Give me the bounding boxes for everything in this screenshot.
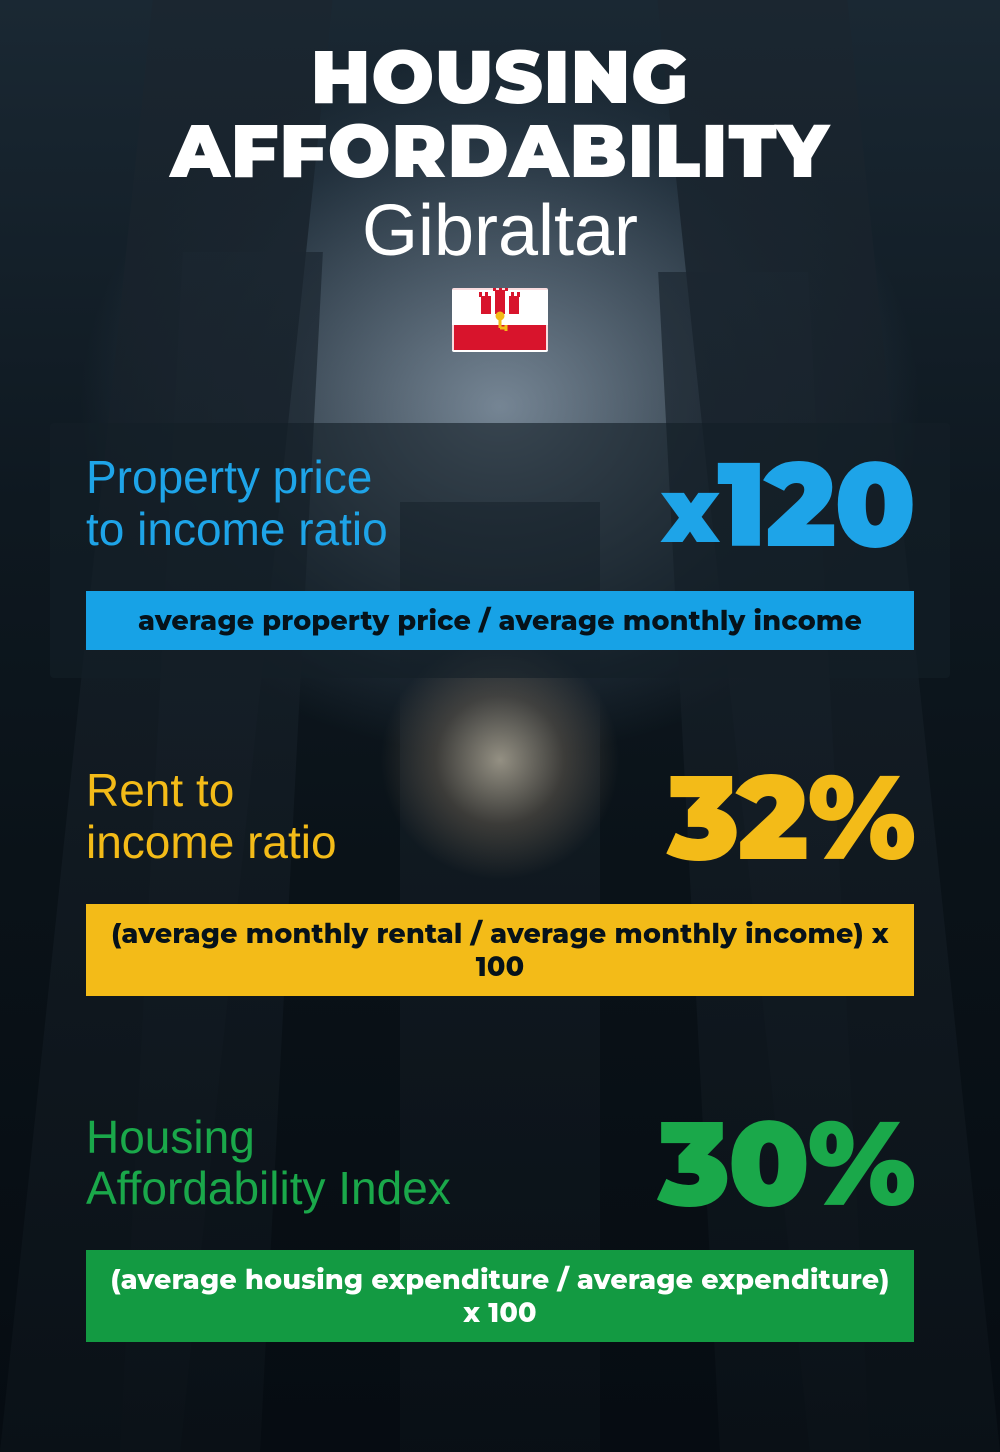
- metric-value: 30%: [658, 1110, 914, 1216]
- metric-value-text: 120: [717, 432, 914, 576]
- metric-label: Property price to income ratio: [86, 452, 388, 555]
- metric-formula: (average housing expenditure / average e…: [86, 1250, 914, 1342]
- metric-formula: (average monthly rental / average monthl…: [86, 904, 914, 996]
- gibraltar-flag-icon: [452, 288, 548, 352]
- metric-card-rent: Rent to income ratio 32% (average monthl…: [50, 736, 950, 1024]
- infographic: HOUSING AFFORDABILITY Gibraltar: [0, 0, 1000, 1452]
- page-title: HOUSING AFFORDABILITY: [50, 40, 950, 188]
- metric-card-hai: Housing Affordability Index 30% (average…: [50, 1082, 950, 1370]
- flag-row: [50, 288, 950, 357]
- metric-value: 32%: [667, 764, 914, 870]
- page-subtitle: Gibraltar: [50, 194, 950, 270]
- metric-label: Housing Affordability Index: [86, 1112, 451, 1215]
- metric-formula: average property price / average monthly…: [86, 591, 914, 650]
- metric-label: Rent to income ratio: [86, 765, 337, 868]
- metric-card-property-price: Property price to income ratio x120 aver…: [50, 423, 950, 678]
- metric-value: x120: [661, 451, 914, 557]
